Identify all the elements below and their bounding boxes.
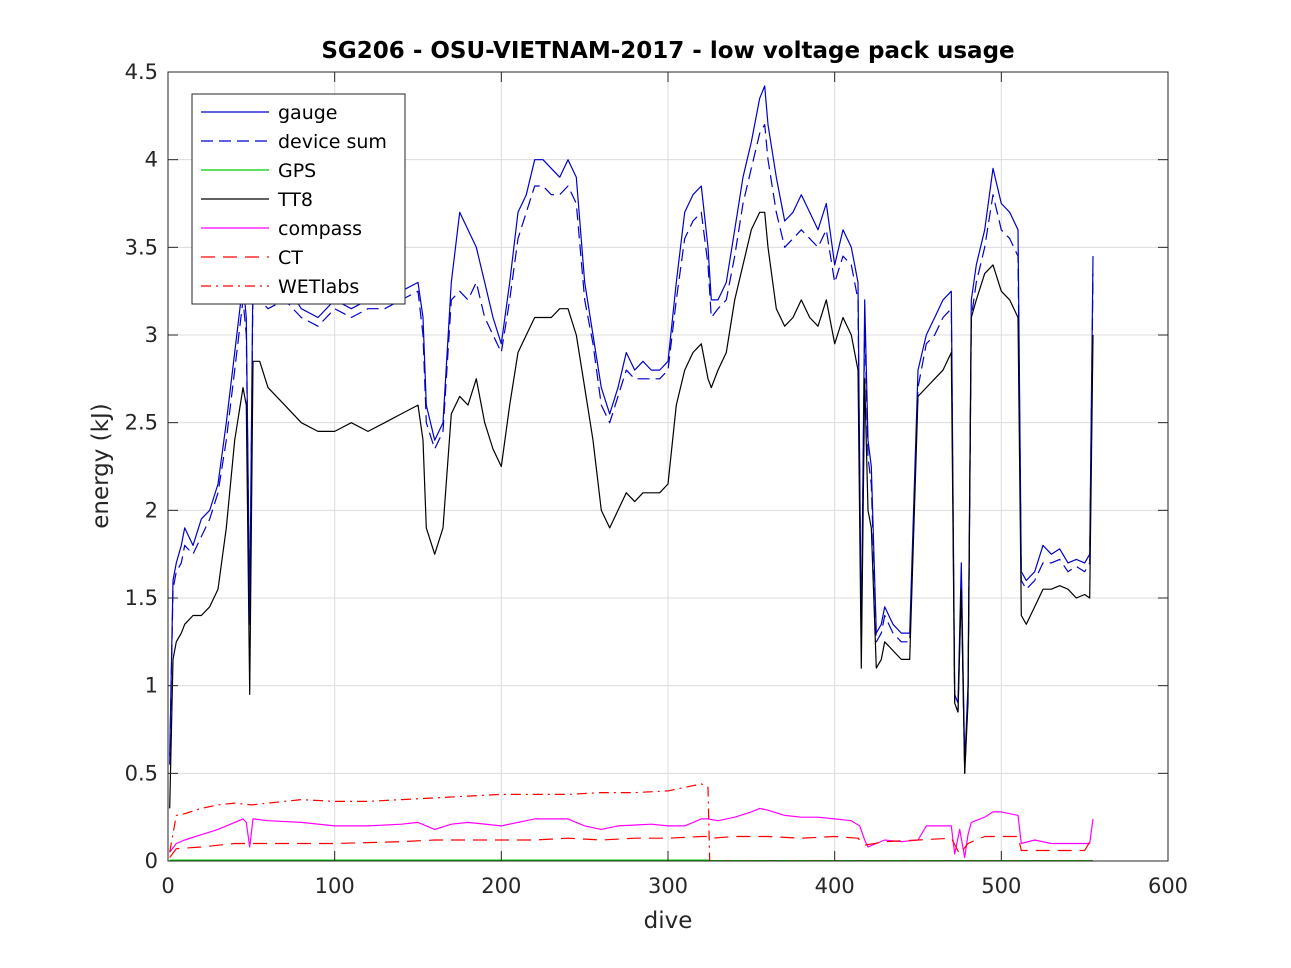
y-tick-label: 4	[145, 148, 158, 172]
x-tick-label: 100	[315, 874, 355, 898]
series-line-wetlabs	[169, 783, 1093, 861]
series-line-compass	[169, 807, 1094, 859]
y-tick-label: 3	[145, 323, 158, 347]
x-axis-label: dive	[644, 908, 693, 934]
legend-label: gauge	[278, 102, 338, 124]
series-line-ct	[169, 835, 1094, 858]
y-tick-label: 4.5	[125, 60, 158, 84]
x-tick-label: 0	[161, 874, 174, 898]
y-tick-label: 1.5	[125, 586, 158, 610]
y-tick-label: 0	[145, 849, 158, 873]
legend-label: GPS	[278, 160, 316, 182]
legend-label: CT	[278, 247, 303, 269]
legend: gauge device sum GPS TT8 compass CT WETlabs	[191, 93, 406, 305]
x-tick-label: 300	[648, 874, 688, 898]
legend-label: device sum	[278, 131, 387, 153]
ticks: 0 100 200 300 400 500 600 0 0.5 1 1.5 2 2.5 3 3.5 4 4.5	[125, 60, 1188, 898]
series-line-tt8	[169, 211, 1094, 809]
x-tick-label: 200	[481, 874, 521, 898]
y-tick-label: 0.5	[125, 761, 158, 785]
legend-label: compass	[278, 218, 362, 240]
x-tick-label: 500	[981, 874, 1021, 898]
y-tick-label: 2.5	[125, 411, 158, 435]
legend-label: WETlabs	[278, 276, 359, 298]
legend-label: TT8	[277, 189, 313, 211]
x-tick-label: 600	[1148, 874, 1188, 898]
y-tick-label: 2	[145, 498, 158, 522]
x-tick-label: 400	[815, 874, 855, 898]
y-tick-label: 1	[145, 674, 158, 698]
chart-title: SG206 - OSU-VIETNAM-2017 - low voltage p…	[321, 38, 1014, 64]
y-axis-label: energy (kJ)	[88, 403, 114, 529]
y-tick-label: 3.5	[125, 235, 158, 259]
